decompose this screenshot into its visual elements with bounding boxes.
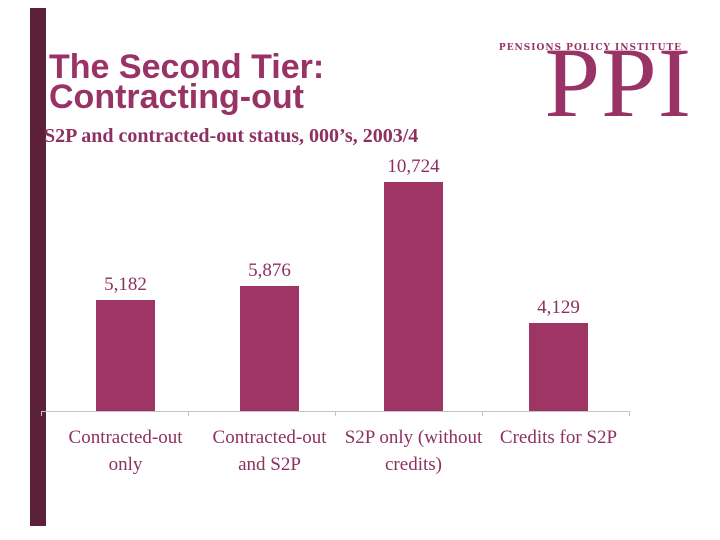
left-accent-bar bbox=[30, 8, 46, 526]
x-axis-tick bbox=[188, 411, 189, 416]
category-label: S2P only (without credits) bbox=[344, 427, 483, 475]
bar-value-label: 4,129 bbox=[537, 297, 580, 318]
bar-4 bbox=[529, 323, 588, 411]
logo-org-name: PENSIONS POLICY INSTITUTE bbox=[498, 43, 682, 53]
x-axis-tick bbox=[41, 411, 42, 416]
bar-2 bbox=[240, 286, 299, 411]
bar-1 bbox=[96, 300, 155, 411]
slide-title-line2: Contracting-out bbox=[49, 78, 304, 116]
category-label: Contracted-out and S2P bbox=[212, 427, 327, 475]
bar-value-label: 10,724 bbox=[387, 156, 440, 177]
x-axis-tick bbox=[482, 411, 483, 416]
category-label: Contracted-out only bbox=[68, 427, 183, 475]
bar-3 bbox=[384, 182, 443, 411]
x-axis-tick bbox=[629, 411, 630, 416]
slide-title-line1: The Second Tier: bbox=[49, 48, 325, 86]
bar-value-label: 5,876 bbox=[248, 260, 291, 281]
x-axis-tick bbox=[335, 411, 336, 416]
slide-title: The Second Tier: Contracting-out bbox=[49, 50, 324, 114]
ppi-logo: PPI bbox=[544, 27, 692, 138]
bar-value-label: 5,182 bbox=[104, 274, 147, 295]
category-label: Credits for S2P bbox=[499, 427, 618, 448]
chart-title: S2P and contracted-out status, 000’s, 20… bbox=[44, 125, 419, 147]
